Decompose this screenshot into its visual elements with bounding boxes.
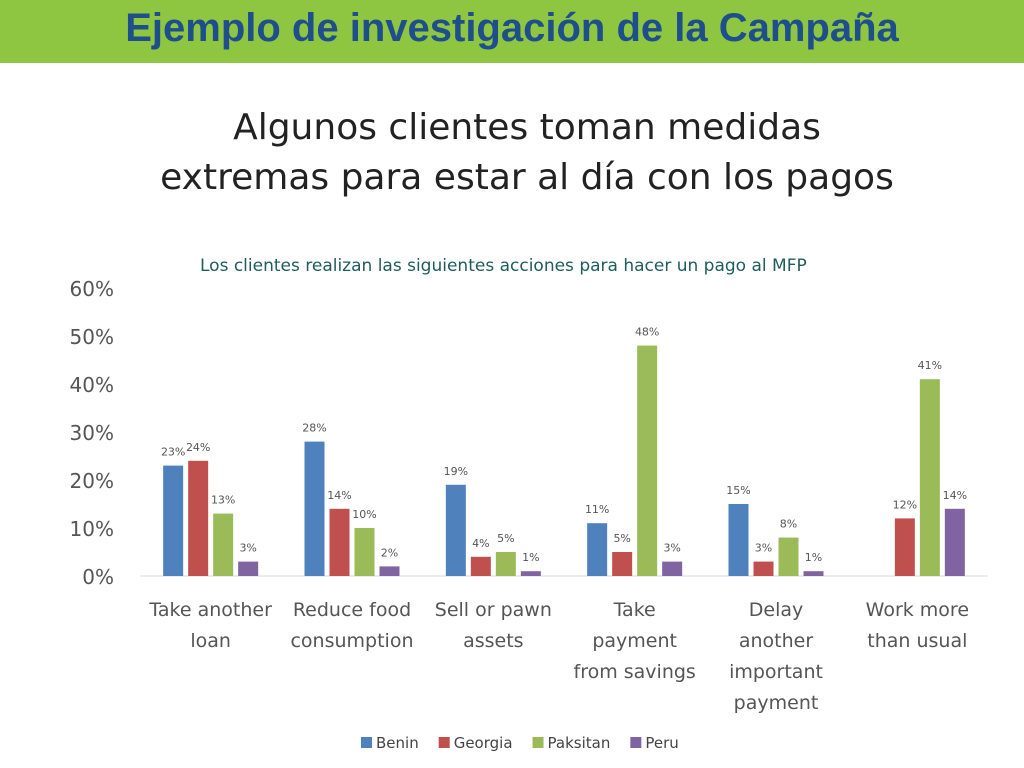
data-label: 10%: [352, 508, 376, 521]
slide-headline: Algunos clientes toman medidas extremas …: [0, 103, 1024, 203]
data-label: 4%: [472, 537, 489, 550]
legend-label: Peru: [645, 734, 678, 752]
data-label: 15%: [726, 484, 750, 497]
legend-swatch-paksitan: [532, 737, 544, 748]
data-label: 14%: [943, 489, 967, 502]
bar-peru: [379, 566, 400, 576]
category-label: Take payment from savings: [574, 599, 696, 683]
bar-peru: [238, 561, 259, 576]
bar-benin: [728, 504, 749, 576]
y-tick-label: 40%: [70, 373, 114, 397]
bar-georgia: [612, 552, 633, 576]
y-tick-label: 0%: [82, 565, 114, 589]
data-label: 1%: [522, 551, 539, 564]
bar-paksitan: [495, 552, 516, 576]
data-label: 23%: [161, 446, 185, 459]
banner-title: Ejemplo de investigación de la Campaña: [125, 6, 899, 50]
category-label: Work more than usual: [866, 599, 969, 652]
data-label: 13%: [211, 494, 235, 507]
bar-paksitan: [919, 379, 940, 576]
data-label: 2%: [381, 546, 398, 559]
data-label: 28%: [302, 422, 326, 435]
bar-peru: [520, 571, 541, 576]
category-label: Delay another important payment: [729, 599, 823, 714]
category-label: Sell or pawn assets: [435, 599, 552, 652]
headline-line-1: Algunos clientes toman medidas: [233, 107, 821, 148]
bar-georgia: [329, 508, 350, 576]
legend-swatch-peru: [630, 737, 642, 748]
bar-georgia: [188, 460, 209, 576]
data-label: 48%: [635, 326, 659, 339]
legend-swatch-benin: [361, 737, 372, 748]
legend-swatch-georgia: [438, 737, 450, 748]
bar-benin: [304, 441, 325, 576]
bar-peru: [803, 571, 824, 576]
title-banner: Ejemplo de investigación de la Campaña: [0, 0, 1024, 63]
data-label: 3%: [755, 542, 772, 555]
data-label: 3%: [239, 542, 256, 555]
bar-georgia: [753, 561, 774, 576]
data-label: 24%: [186, 441, 210, 454]
data-label: 11%: [585, 503, 609, 516]
headline-line-2: extremas para estar al día con los pagos: [160, 157, 894, 198]
bar-paksitan: [778, 537, 799, 576]
legend-label: Paksitan: [548, 734, 611, 752]
bar-paksitan: [213, 513, 234, 576]
data-label: 41%: [918, 359, 942, 372]
y-tick-label: 10%: [70, 517, 114, 541]
bar-georgia: [894, 518, 915, 576]
y-tick-label: 60%: [70, 277, 114, 301]
bar-peru: [662, 561, 683, 576]
data-label: 3%: [663, 542, 680, 555]
category-label: Reduce food consumption: [290, 599, 413, 652]
bar-georgia: [470, 556, 491, 576]
legend-label: Benin: [376, 734, 419, 752]
bar-benin: [587, 523, 608, 576]
data-label: 19%: [444, 465, 468, 478]
bar-peru: [944, 508, 965, 576]
data-label: 8%: [780, 518, 797, 531]
bar-benin: [445, 484, 466, 576]
category-label: Take another loan: [148, 599, 272, 652]
bar-paksitan: [354, 528, 375, 576]
y-tick-label: 20%: [70, 469, 114, 493]
data-label: 1%: [805, 551, 822, 564]
data-label: 5%: [497, 532, 514, 545]
chart-title: Los clientes realizan las siguientes acc…: [200, 256, 807, 276]
data-label: 12%: [893, 498, 917, 511]
data-label: 14%: [327, 489, 351, 502]
bar-benin: [163, 465, 184, 576]
bar-paksitan: [637, 345, 658, 576]
data-label: 5%: [613, 532, 630, 545]
legend-label: Georgia: [454, 734, 513, 752]
y-tick-label: 30%: [70, 421, 114, 445]
y-tick-label: 50%: [70, 325, 114, 349]
